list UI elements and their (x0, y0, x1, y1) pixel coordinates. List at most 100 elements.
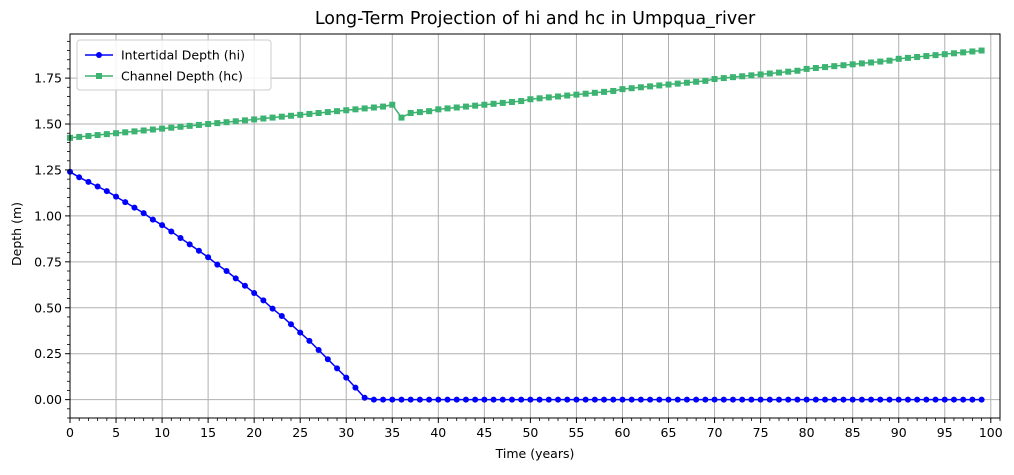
data-point (573, 91, 580, 98)
data-point (776, 69, 783, 76)
data-point (103, 188, 110, 195)
data-point (849, 61, 856, 68)
series-0 (67, 168, 985, 403)
data-point (389, 396, 396, 403)
data-point (582, 90, 589, 97)
data-point (941, 51, 948, 58)
data-point (904, 396, 911, 403)
data-point (389, 101, 396, 108)
data-point (426, 108, 433, 115)
data-point (76, 174, 83, 181)
data-point (241, 117, 248, 124)
data-point (619, 396, 626, 403)
data-point (683, 396, 690, 403)
data-point (251, 116, 258, 123)
y-tick-label: 0.25 (34, 346, 62, 361)
x-tick-label: 45 (476, 425, 492, 440)
data-point (573, 396, 580, 403)
data-point (159, 125, 166, 132)
data-point (702, 396, 709, 403)
data-point (324, 109, 331, 116)
data-point (149, 216, 156, 223)
data-point (315, 110, 322, 117)
data-point (628, 85, 635, 92)
data-point (435, 396, 442, 403)
data-point (306, 337, 313, 344)
data-point (122, 199, 129, 206)
data-point (637, 84, 644, 91)
data-point (831, 396, 838, 403)
data-point (444, 396, 451, 403)
data-point (481, 396, 488, 403)
x-tick-label: 25 (292, 425, 308, 440)
data-point (462, 396, 469, 403)
data-point (223, 268, 230, 275)
x-tick-label: 15 (200, 425, 216, 440)
data-point (426, 396, 433, 403)
data-point (278, 313, 285, 320)
data-point (739, 73, 746, 80)
data-point (177, 123, 184, 130)
data-point (472, 396, 479, 403)
data-point (76, 133, 83, 140)
x-tick-label: 50 (522, 425, 538, 440)
data-point (822, 396, 829, 403)
data-point (656, 82, 663, 89)
data-point (232, 275, 239, 282)
data-point (785, 68, 792, 75)
legend-label: Intertidal Depth (hi) (121, 48, 245, 63)
data-point (186, 241, 193, 248)
data-point (214, 120, 221, 127)
data-point (168, 124, 175, 131)
data-point (849, 396, 856, 403)
data-point (343, 107, 350, 114)
data-point (720, 75, 727, 82)
data-point (785, 396, 792, 403)
data-point (941, 396, 948, 403)
data-point (564, 396, 571, 403)
data-point (205, 121, 212, 128)
data-point (868, 59, 875, 66)
data-point (462, 103, 469, 110)
data-point (352, 384, 359, 391)
x-axis-title: Time (years) (495, 446, 575, 461)
data-point (923, 396, 930, 403)
data-point (969, 396, 976, 403)
data-point (398, 396, 405, 403)
data-point (490, 396, 497, 403)
y-axis-title: Depth (m) (9, 202, 24, 266)
data-point (702, 77, 709, 84)
x-tick-label: 40 (430, 425, 446, 440)
data-point (103, 131, 110, 138)
data-point (361, 105, 368, 112)
data-point (416, 396, 423, 403)
data-point (518, 396, 525, 403)
data-point (831, 63, 838, 70)
data-point (297, 111, 304, 118)
data-point (932, 396, 939, 403)
data-point (131, 204, 138, 211)
data-point (960, 49, 967, 56)
data-point (241, 282, 248, 289)
x-tick-label: 60 (615, 425, 631, 440)
chart-title: Long-Term Projection of hi and hc in Ump… (315, 9, 756, 29)
data-point (711, 76, 718, 83)
y-tick-label: 0.75 (34, 254, 62, 269)
data-point (840, 62, 847, 69)
x-tick-label: 30 (338, 425, 354, 440)
data-point (232, 118, 239, 125)
series-line (69, 171, 982, 401)
data-point (159, 222, 166, 229)
data-point (637, 396, 644, 403)
x-tick-label: 70 (707, 425, 723, 440)
x-tick-label: 35 (384, 425, 400, 440)
y-tick-label: 1.50 (34, 117, 62, 132)
x-tick-label: 65 (661, 425, 677, 440)
y-tick-label: 0.50 (34, 300, 62, 315)
data-point (94, 183, 101, 190)
data-point (591, 89, 598, 96)
data-point (370, 396, 377, 403)
data-point (407, 110, 414, 117)
data-point (499, 396, 506, 403)
